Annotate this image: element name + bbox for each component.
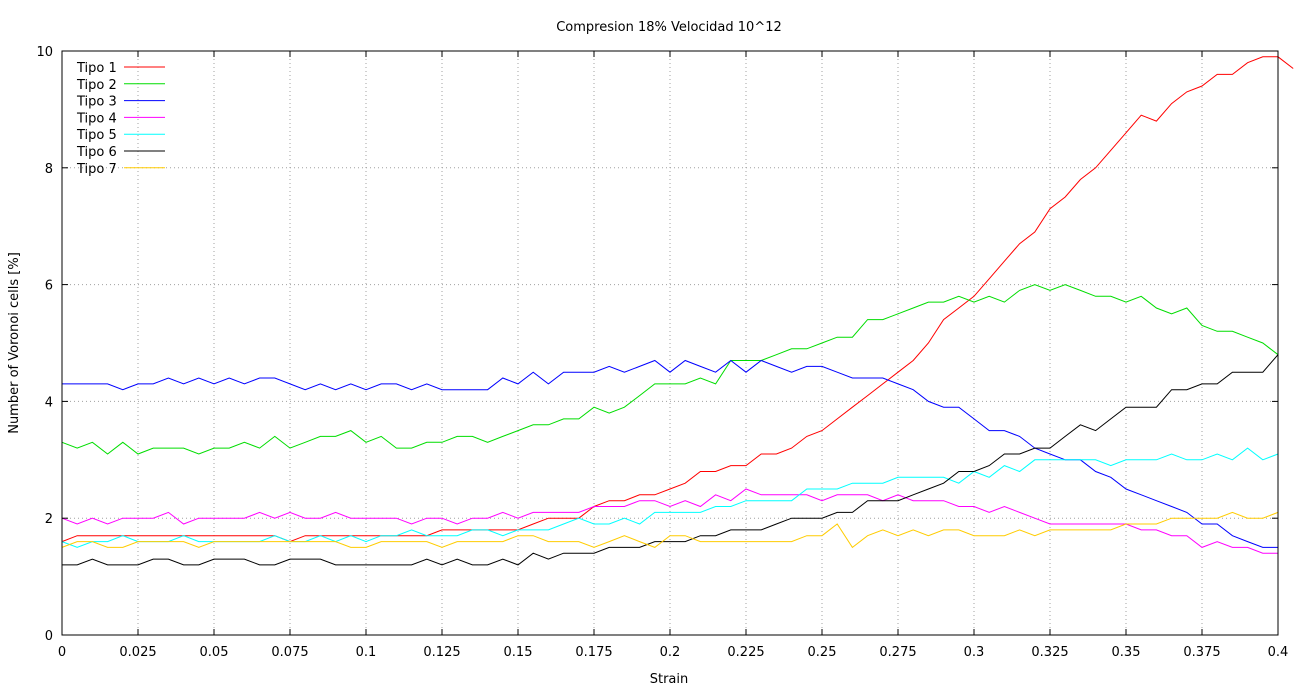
x-tick-label: 0 bbox=[58, 645, 66, 660]
x-tick-label: 0.075 bbox=[271, 645, 308, 660]
series-layer bbox=[61, 56, 1294, 566]
y-tick-labels: 0 2 4 6 8 10 bbox=[36, 45, 53, 644]
series-line-tipo-7 bbox=[61, 511, 1279, 549]
series-line-tipo-2 bbox=[61, 284, 1279, 455]
grid-lines bbox=[62, 51, 1278, 635]
y-tick-label: 4 bbox=[45, 395, 53, 410]
x-tick-label: 0.325 bbox=[1031, 645, 1068, 660]
x-tick-label: 0.225 bbox=[727, 645, 764, 660]
x-tick-label: 0.2 bbox=[660, 645, 681, 660]
y-tick-label: 2 bbox=[45, 512, 53, 527]
legend-label-tipo-6: Tipo 6 bbox=[76, 145, 117, 160]
x-tick-label: 0.125 bbox=[423, 645, 460, 660]
x-tick-label: 0.4 bbox=[1268, 645, 1289, 660]
axis-ticks bbox=[61, 50, 1279, 636]
series-line-tipo-1 bbox=[61, 56, 1294, 543]
legend-label-tipo-5: Tipo 5 bbox=[76, 128, 117, 143]
x-tick-label: 0.35 bbox=[1112, 645, 1141, 660]
series-line-tipo-4 bbox=[61, 488, 1278, 554]
x-tick-label: 0.1 bbox=[356, 645, 377, 660]
x-tick-label: 0.025 bbox=[119, 645, 156, 660]
legend-label-tipo-2: Tipo 2 bbox=[76, 78, 117, 93]
x-tick-labels: 0 0.025 0.05 0.075 0.1 0.125 0.15 0.175 0.2 0.225… bbox=[58, 645, 1288, 660]
x-tick-label: 0.15 bbox=[504, 645, 533, 660]
x-tick-label: 0.375 bbox=[1183, 645, 1220, 660]
x-tick-label: 0.3 bbox=[964, 645, 985, 660]
legend-label-tipo-1: Tipo 1 bbox=[76, 61, 117, 76]
series-line-tipo-5 bbox=[61, 447, 1279, 548]
y-tick-label: 0 bbox=[45, 629, 53, 644]
series-line-tipo-6 bbox=[62, 354, 1279, 566]
legend-label-tipo-3: Tipo 3 bbox=[76, 95, 117, 110]
y-tick-label: 6 bbox=[45, 279, 53, 294]
legend-label-tipo-7: Tipo 7 bbox=[76, 162, 117, 177]
y-axis-label: Number of Voronoi cells [%] bbox=[7, 252, 22, 434]
x-tick-label: 0.25 bbox=[808, 645, 837, 660]
x-tick-label: 0.175 bbox=[575, 645, 612, 660]
y-tick-label: 8 bbox=[45, 162, 53, 177]
x-tick-label: 0.275 bbox=[879, 645, 916, 660]
x-axis-label: Strain bbox=[650, 672, 689, 687]
legend-label-tipo-4: Tipo 4 bbox=[76, 111, 117, 126]
chart-title: Compresion 18% Velocidad 10^12 bbox=[556, 20, 782, 35]
x-tick-label: 0.05 bbox=[200, 645, 229, 660]
y-tick-label: 10 bbox=[36, 45, 53, 60]
